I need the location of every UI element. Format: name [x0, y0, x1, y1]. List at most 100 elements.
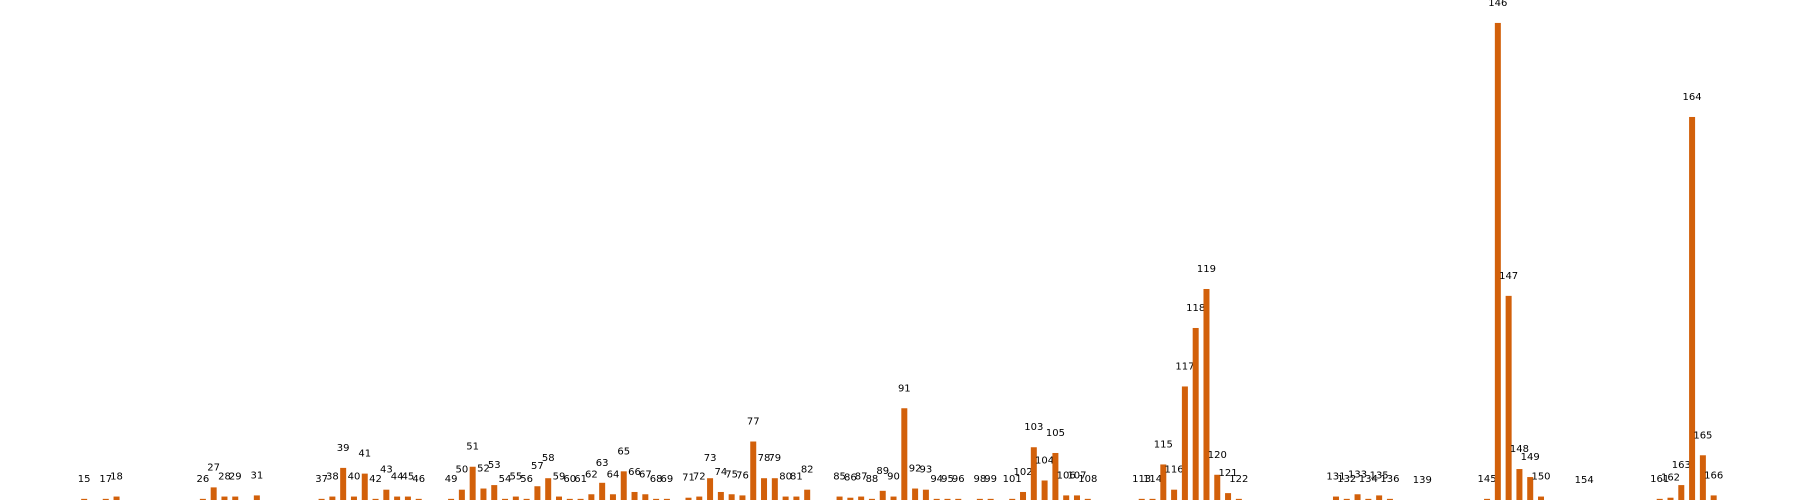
- bar: [620, 471, 627, 500]
- bar: [707, 478, 714, 500]
- bar-label: 114: [1143, 474, 1162, 485]
- bar: [901, 408, 908, 500]
- bar: [912, 488, 919, 500]
- bar-label: 61: [574, 474, 587, 485]
- bar: [922, 489, 929, 500]
- bar-label: 79: [768, 453, 781, 464]
- bar: [1235, 498, 1242, 500]
- bar-label: 147: [1499, 271, 1518, 282]
- bar-label: 41: [358, 449, 371, 460]
- bar: [1181, 386, 1188, 500]
- bar: [750, 441, 757, 500]
- bar-label: 49: [445, 474, 458, 485]
- bar: [609, 494, 616, 500]
- bar: [523, 498, 530, 500]
- bar: [545, 478, 552, 500]
- bar: [1484, 498, 1491, 500]
- bar-label: 120: [1208, 450, 1227, 461]
- bar-label: 90: [887, 472, 900, 483]
- bar: [868, 498, 875, 500]
- bar-label: 134: [1359, 474, 1378, 485]
- bar-label: 75: [725, 469, 738, 480]
- bar-label: 116: [1165, 465, 1184, 476]
- bar: [771, 478, 778, 500]
- bar: [1354, 494, 1361, 500]
- bar-label: 54: [499, 474, 512, 485]
- bar: [847, 497, 854, 500]
- bar-label: 56: [520, 474, 533, 485]
- bar: [1343, 498, 1350, 500]
- bar-label: 115: [1154, 439, 1173, 450]
- bar-label: 131: [1326, 472, 1345, 483]
- bar-label: 82: [801, 465, 814, 476]
- bar-label: 38: [326, 472, 339, 483]
- bar-label: 145: [1478, 474, 1497, 485]
- bar-label: 163: [1672, 460, 1691, 471]
- bar: [394, 496, 401, 500]
- bar-label: 101: [1003, 474, 1022, 485]
- bar-label: 71: [682, 473, 695, 484]
- bar: [761, 478, 768, 500]
- bar-label: 55: [509, 472, 522, 483]
- bar-label: 80: [779, 472, 792, 483]
- bar: [631, 491, 638, 500]
- bar: [329, 496, 336, 500]
- bar-label: 94: [930, 474, 943, 485]
- bar: [1138, 498, 1145, 500]
- bar: [944, 498, 951, 500]
- bar: [1538, 496, 1545, 500]
- bar: [1689, 116, 1696, 500]
- bar-label: 118: [1186, 303, 1205, 314]
- bar: [1386, 498, 1393, 500]
- bar: [1516, 469, 1523, 500]
- bar: [210, 487, 217, 500]
- bar-label: 146: [1488, 0, 1507, 9]
- bar: [976, 498, 983, 500]
- bar: [1710, 495, 1717, 500]
- bar-label: 135: [1370, 470, 1389, 481]
- bar: [1656, 498, 1663, 500]
- bar-label: 148: [1510, 444, 1529, 455]
- bar: [642, 494, 649, 500]
- bar: [858, 496, 865, 500]
- bar: [469, 466, 476, 500]
- bar: [1365, 498, 1372, 500]
- bar-label: 81: [790, 472, 803, 483]
- bar: [987, 498, 994, 500]
- bar: [491, 485, 498, 500]
- bar-label: 39: [337, 443, 350, 454]
- bar: [1376, 495, 1383, 500]
- bar-label: 18: [110, 472, 123, 483]
- bar-label: 17: [99, 474, 112, 485]
- bar: [1041, 480, 1048, 500]
- bar: [1149, 498, 1156, 500]
- bar: [415, 498, 422, 500]
- bar: [588, 494, 595, 500]
- bar: [232, 496, 239, 500]
- bar: [1160, 464, 1167, 500]
- bar-label: 149: [1521, 452, 1540, 463]
- bar-label: 165: [1693, 430, 1712, 441]
- bar-label: 37: [315, 474, 328, 485]
- bar: [879, 490, 886, 500]
- bar-label: 50: [456, 465, 469, 476]
- bar-label: 154: [1575, 475, 1594, 486]
- bar-label: 62: [585, 469, 598, 480]
- bar: [102, 498, 109, 500]
- bar: [1171, 489, 1178, 500]
- bar-label: 166: [1704, 470, 1723, 481]
- bar: [1009, 498, 1016, 500]
- bar: [728, 494, 735, 500]
- bar: [1084, 498, 1091, 500]
- bar: [1030, 447, 1037, 500]
- bar-label: 95: [941, 474, 954, 485]
- bar-label: 91: [898, 383, 911, 394]
- bar-label: 42: [369, 474, 382, 485]
- bar-label: 121: [1219, 468, 1238, 479]
- bar-label: 117: [1175, 361, 1194, 372]
- bar: [1020, 491, 1027, 500]
- bar-label: 139: [1413, 475, 1432, 486]
- bar: [717, 491, 724, 500]
- bar: [1063, 495, 1070, 500]
